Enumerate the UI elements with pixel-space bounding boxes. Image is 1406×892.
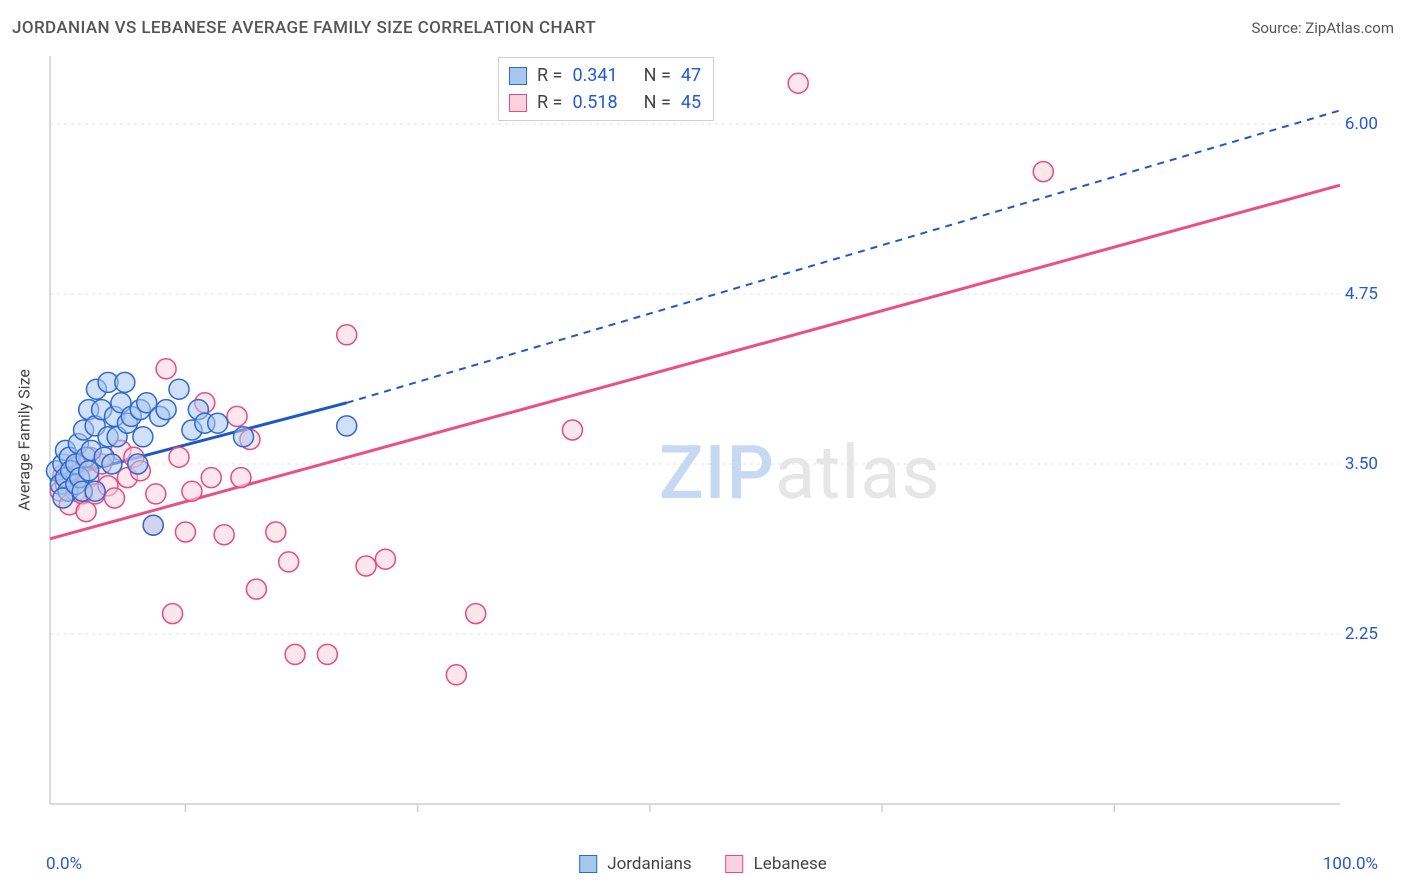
x-axis-min-label: 0.0% (46, 854, 82, 874)
y-axis-label: Average Family Size (15, 369, 34, 511)
legend-label: Lebanese (754, 854, 827, 874)
chart-title: JORDANIAN VS LEBANESE AVERAGE FAMILY SIZ… (12, 18, 596, 38)
legend-swatch (509, 94, 527, 112)
n-value: 45 (681, 89, 701, 116)
legend-item: Lebanese (726, 854, 827, 874)
legend-swatch (509, 67, 527, 85)
r-value: 0.341 (572, 62, 617, 89)
y-tick-label: 3.50 (1345, 454, 1378, 474)
n-value: 47 (681, 62, 701, 89)
r-label: R = (537, 62, 562, 89)
plot-area: ZIPatlas R =0.341N =47R =0.518N =45 (44, 50, 1384, 830)
stats-row: R = 0.518 N = 45 (509, 89, 701, 116)
stats-box: R = 0.341 N = 47 R = 0.518 N = 45 (498, 57, 714, 121)
n-label: N = (644, 62, 671, 89)
legend-swatch (579, 855, 597, 873)
chart-container: JORDANIAN VS LEBANESE AVERAGE FAMILY SIZ… (0, 0, 1406, 892)
y-tick-label: 4.75 (1345, 284, 1378, 304)
y-tick-label: 2.25 (1345, 624, 1378, 644)
stats-row: R = 0.341 N = 47 (509, 62, 701, 89)
n-label: N = (644, 89, 671, 116)
x-axis-max-label: 100.0% (1323, 854, 1378, 874)
legend-label: Jordanians (607, 854, 691, 874)
header-row: JORDANIAN VS LEBANESE AVERAGE FAMILY SIZ… (12, 18, 1394, 38)
bottom-legend: Jordanians Lebanese (579, 854, 827, 874)
chart-svg (44, 50, 1384, 830)
r-value: 0.518 (572, 89, 617, 116)
y-tick-label: 6.00 (1345, 114, 1378, 134)
legend-item: Jordanians (579, 854, 691, 874)
r-label: R = (537, 89, 562, 116)
source-label: Source: ZipAtlas.com (1251, 19, 1394, 37)
legend-swatch (726, 855, 744, 873)
